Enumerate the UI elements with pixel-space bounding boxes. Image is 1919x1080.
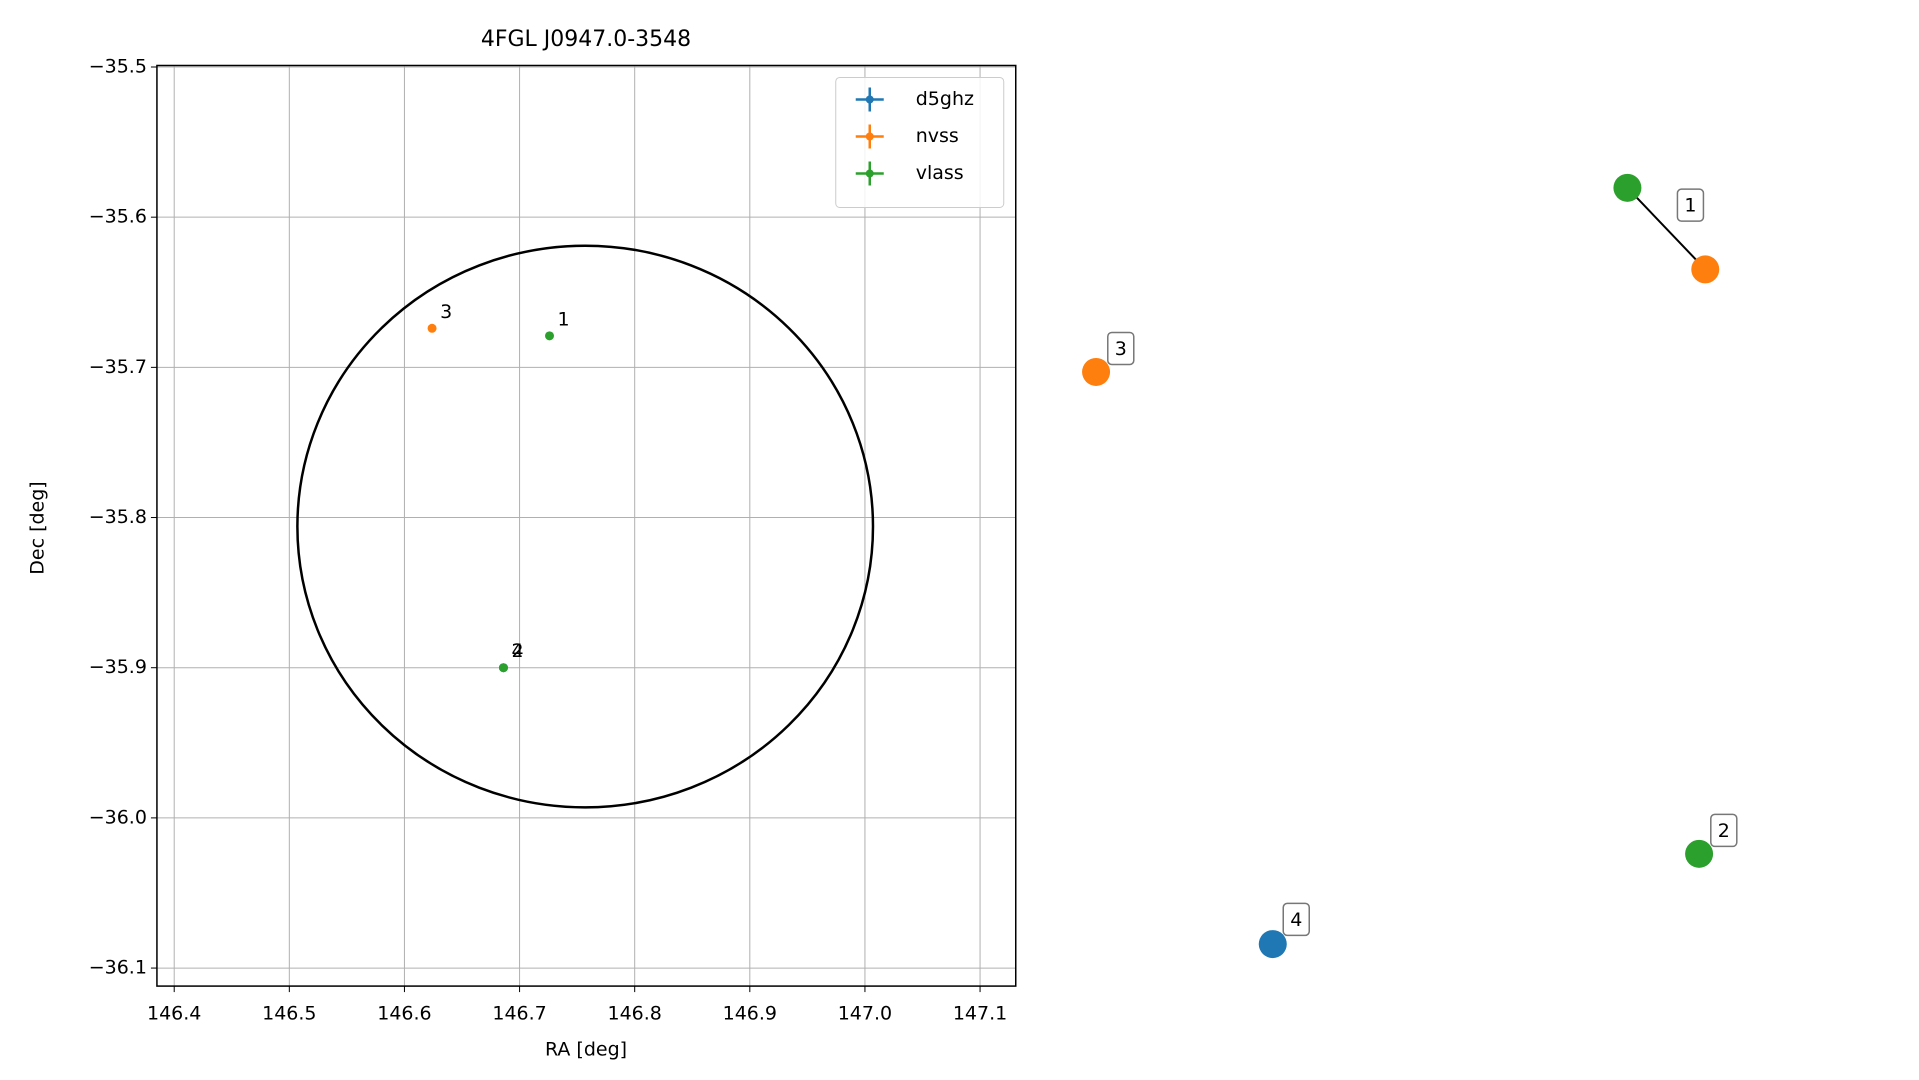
node-label-box xyxy=(1282,902,1310,937)
point-label: 1 xyxy=(558,308,570,330)
x-tick-label: 147.1 xyxy=(953,1003,1007,1025)
graph-node xyxy=(1082,357,1111,386)
x-tick-label: 147.0 xyxy=(838,1003,892,1025)
y-tick-label: −35.8 xyxy=(89,506,147,528)
graph-edge xyxy=(1626,187,1706,271)
legend-marker xyxy=(865,169,874,178)
node-label: 2 xyxy=(1718,820,1730,842)
data-point xyxy=(427,323,437,333)
x-tick-label: 146.6 xyxy=(377,1003,431,1025)
y-tick-label: −36.1 xyxy=(89,957,147,979)
data-point xyxy=(498,663,508,673)
data-point xyxy=(545,331,555,341)
y-tick-label: −35.5 xyxy=(89,55,147,77)
y-tick-label: −36.0 xyxy=(89,806,147,828)
x-tick-label: 146.5 xyxy=(262,1003,316,1025)
x-axis-label: RA [deg] xyxy=(545,1039,627,1061)
plot-frame xyxy=(156,64,1017,987)
legend-label: d5ghz xyxy=(916,88,974,110)
x-tick-label: 146.8 xyxy=(607,1003,661,1025)
point-label: 3 xyxy=(440,301,452,323)
graph-node xyxy=(1691,255,1720,284)
legend-marker xyxy=(865,95,874,104)
graph-node xyxy=(1258,930,1287,959)
y-tick-label: −35.7 xyxy=(89,356,147,378)
legend-label: nvss xyxy=(916,125,959,147)
chart-title: 4FGL J0947.0-3548 xyxy=(481,27,691,52)
graph-node xyxy=(1685,839,1714,868)
error-ellipse xyxy=(296,244,875,809)
node-label-box xyxy=(1710,813,1738,848)
node-label-box xyxy=(1676,188,1705,222)
node-label: 1 xyxy=(1684,195,1696,217)
legend-box xyxy=(835,76,1005,208)
node-label-box xyxy=(1107,331,1135,366)
x-tick-label: 146.9 xyxy=(723,1003,777,1025)
x-tick-label: 146.7 xyxy=(492,1003,546,1025)
legend-marker xyxy=(865,132,874,141)
y-tick-label: −35.6 xyxy=(89,206,147,228)
y-axis-label: Dec [deg] xyxy=(27,481,49,574)
point-label: 2 xyxy=(511,640,523,662)
node-label: 4 xyxy=(1290,909,1302,931)
x-tick-label: 146.4 xyxy=(147,1003,201,1025)
point-label: 4 xyxy=(511,640,523,662)
graph-node xyxy=(1613,173,1642,202)
node-label: 3 xyxy=(1115,338,1127,360)
y-tick-label: −35.9 xyxy=(89,656,147,678)
legend-label: vlass xyxy=(916,162,964,184)
